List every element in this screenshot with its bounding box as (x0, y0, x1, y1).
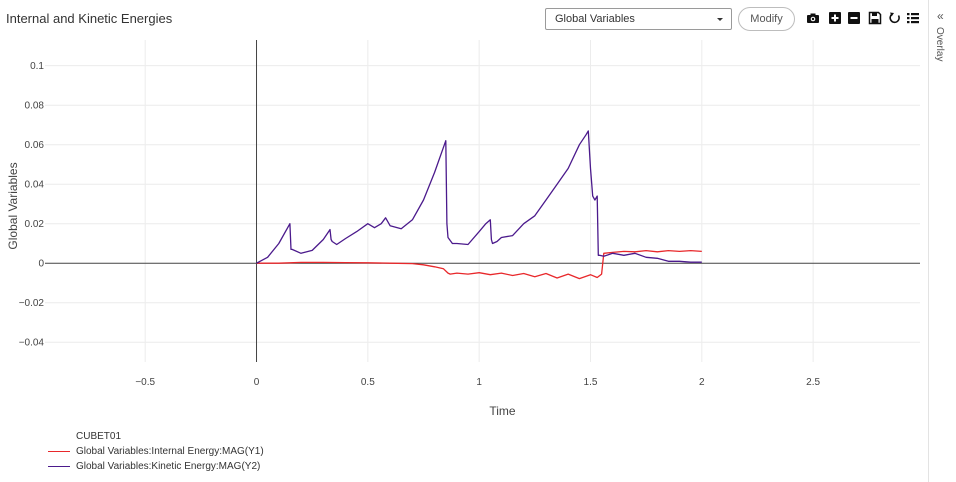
variable-select-value: Global Variables (555, 13, 635, 25)
x-tick-label: −0.5 (135, 377, 155, 388)
camera-icon[interactable] (806, 11, 820, 25)
x-tick-label: 2.5 (806, 377, 820, 388)
legend-title: CUBET01 (76, 431, 122, 442)
series-lines (256, 130, 702, 280)
axes (45, 40, 920, 362)
legend-swatch-internal (48, 451, 70, 452)
y-tick-label: 0.08 (25, 101, 45, 112)
legend-item-internal[interactable]: Global Variables:Internal Energy:MAG(Y1) (48, 444, 264, 459)
x-axis-label: Time (489, 404, 516, 418)
x-tick-label: 0.5 (361, 377, 375, 388)
y-axis-label: Global Variables (6, 162, 20, 249)
list-icon[interactable] (906, 11, 920, 25)
overlay-panel-toggle[interactable]: Overlay (934, 27, 945, 62)
kinetic-energy-line (256, 130, 702, 264)
x-tick-label: 2 (699, 377, 705, 388)
chevron-left-icon[interactable]: « (937, 9, 944, 23)
y-tick-label: 0 (38, 259, 44, 270)
legend-label-kinetic: Global Variables:Kinetic Energy:MAG(Y2) (76, 461, 261, 472)
x-tick-label: 1.5 (584, 377, 598, 388)
legend-item-kinetic[interactable]: Global Variables:Kinetic Energy:MAG(Y2) (48, 459, 264, 474)
legend-label-internal: Global Variables:Internal Energy:MAG(Y1) (76, 446, 264, 457)
x-tick-label: 1 (476, 377, 482, 388)
y-tick-label: 0.1 (30, 61, 44, 72)
reset-icon[interactable] (888, 11, 902, 25)
legend-swatch-kinetic (48, 466, 70, 467)
panel-divider (928, 0, 929, 482)
y-tick-label: −0.02 (19, 298, 45, 309)
y-tick-label: 0.06 (25, 140, 45, 151)
y-tick-label: 0.04 (25, 180, 45, 191)
y-tick-label: −0.04 (19, 338, 45, 349)
chevron-down-icon (717, 18, 723, 21)
x-tick-label: 0 (254, 377, 260, 388)
save-icon[interactable] (868, 11, 882, 25)
zoom-in-icon[interactable] (828, 11, 842, 25)
grid-lines (45, 40, 920, 362)
modify-button[interactable]: Modify (738, 7, 795, 31)
variable-select[interactable]: Global Variables (545, 8, 732, 30)
y-tick-label: 0.02 (25, 219, 45, 230)
chart-title: Internal and Kinetic Energies (6, 11, 173, 26)
zoom-out-icon[interactable] (847, 11, 861, 25)
legend: CUBET01 Global Variables:Internal Energy… (48, 430, 264, 474)
internal-energy-line (256, 249, 702, 280)
tick-labels: −0.5 0 0.5 1 1.5 2 2.5 −0.04 −0.02 0 0.02 0.04 0.06 0… (19, 61, 821, 388)
line-chart: −0.5 0 0.5 1 1.5 2 2.5 −0.04 −0.02 0 0.02 0.04 0.06 0… (6, 40, 920, 418)
